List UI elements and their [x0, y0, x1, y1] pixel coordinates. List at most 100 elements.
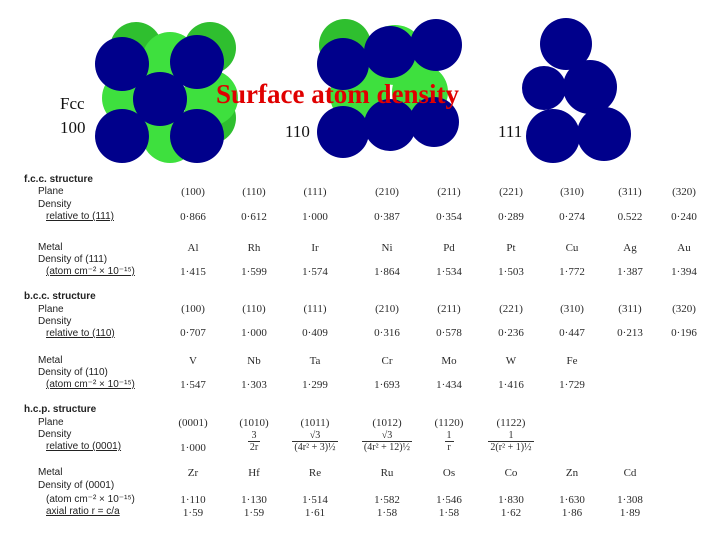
relative-density-cell: 0·316	[374, 327, 400, 339]
fraction-numerator: √3	[292, 430, 338, 442]
density-cell: 1·434	[436, 379, 462, 391]
density-cell: 1·130	[241, 494, 267, 506]
density-cell: 1·693	[374, 379, 400, 391]
bcc-relative-label: relative to (110)	[46, 328, 115, 339]
density-cell: 1·415	[180, 266, 206, 278]
plane-100-label: 100	[60, 118, 86, 137]
density-cell: 1·729	[559, 379, 585, 391]
plane-cell: (110)	[242, 186, 266, 198]
hcp-relative-label: relative to (0001)	[46, 441, 122, 452]
density-cell: 1·864	[374, 266, 400, 278]
plane-cell: (311)	[618, 303, 642, 315]
plane-cell: (110)	[242, 303, 266, 315]
fcc-section-heading: f.c.c. structure	[24, 174, 93, 185]
fcc-111-atom-model	[522, 18, 631, 163]
page-title: Surface atom density	[216, 79, 459, 109]
relative-density-cell: 0·354	[436, 211, 462, 223]
hcp-axial-label: axial ratio r = c/a	[46, 506, 120, 517]
fraction-numerator: 1	[444, 430, 454, 442]
plane-110-label: 110	[285, 122, 310, 141]
metal-cell: Ru	[380, 467, 394, 479]
density-cell: 1·546	[436, 494, 462, 506]
fcc-110-atom-model	[317, 19, 462, 158]
metal-cell: Re	[308, 467, 322, 479]
relative-density-cell: 1·000	[163, 442, 223, 454]
bcc-units-label: (atom cm⁻² × 10⁻¹⁵)	[46, 379, 135, 390]
relative-density-cell: 0·196	[671, 327, 697, 339]
plane-cell: (311)	[618, 186, 642, 198]
density-cell: 1·416	[498, 379, 524, 391]
relative-density-cell: 0·707	[180, 327, 206, 339]
metal-cell: Al	[187, 242, 199, 254]
metal-cell: Pt	[506, 242, 516, 254]
fraction-denominator: 2r	[249, 442, 259, 453]
fraction: 3 2r	[247, 430, 261, 453]
hcp-density-label: Density	[38, 429, 72, 440]
fcc-label: Fcc	[60, 94, 85, 113]
plane-cell: (1120)	[434, 417, 464, 429]
fcc-units-label: (atom cm⁻² × 10⁻¹⁵)	[46, 266, 135, 277]
density-cell: 1·772	[559, 266, 585, 278]
plane-cell: (320)	[672, 303, 696, 315]
metal-cell: Rh	[247, 242, 261, 254]
density-cell: 1·547	[180, 379, 206, 391]
plane-cell: (210)	[375, 186, 399, 198]
density-cell: 1·582	[374, 494, 400, 506]
density-cell: 1·534	[436, 266, 462, 278]
relative-density-cell: 0·213	[617, 327, 643, 339]
plane-cell: (0001)	[178, 417, 208, 429]
plane-cell: (1011)	[300, 417, 330, 429]
plane-cell: (211)	[437, 303, 461, 315]
relative-density-cell: 0·289	[498, 211, 524, 223]
fraction: √3 (4r² + 12)½	[361, 430, 413, 453]
hcp-units-label: (atom cm⁻² × 10⁻¹⁵)	[46, 494, 135, 505]
fraction-numerator: 3	[247, 430, 261, 442]
hcp-metal-label: Metal	[38, 467, 63, 478]
metal-cell: Au	[677, 242, 691, 254]
axial-ratio-cell: 1·58	[376, 507, 398, 519]
relative-density-cell: 0.522	[617, 211, 643, 223]
relative-density-cell: 0·612	[241, 211, 267, 223]
axial-ratio-cell: 1·89	[619, 507, 641, 519]
metal-cell: Ag	[623, 242, 637, 254]
axial-ratio-cell: 1·62	[500, 507, 522, 519]
relative-density-cell: 0·236	[498, 327, 524, 339]
plane-cell: (1010)	[239, 417, 269, 429]
relative-density-cell: 0·240	[671, 211, 697, 223]
axial-ratio-cell: 1·86	[561, 507, 583, 519]
metal-cell: Os	[442, 467, 456, 479]
metal-cell: Mo	[441, 355, 457, 367]
metal-cell: Co	[504, 467, 518, 479]
plane-cell: (111)	[303, 303, 327, 315]
metal-cell: Ta	[309, 355, 321, 367]
plane-cell: (320)	[672, 186, 696, 198]
plane-111-label: 111	[498, 122, 523, 141]
fcc-metal-density-label: Density of (111)	[38, 254, 108, 265]
bcc-metal-density-label: Density of (110)	[38, 367, 108, 378]
relative-density-cell: 0·578	[436, 327, 462, 339]
fcc-100-atom-model	[95, 22, 238, 163]
metal-cell: Pd	[443, 242, 455, 254]
density-cell: 1·503	[498, 266, 524, 278]
fraction-numerator: √3	[361, 430, 413, 442]
metal-cell: V	[189, 355, 197, 367]
bcc-section-heading: b.c.c. structure	[24, 291, 96, 302]
hcp-metal-density-label: Density of (0001)	[38, 480, 115, 491]
relative-density-cell: √3 (4r² + 12)½	[357, 430, 417, 453]
metal-cell: Zn	[565, 467, 579, 479]
plane-cell: (100)	[181, 186, 205, 198]
density-cell: 1·303	[241, 379, 267, 391]
fraction: 1 2(r² + 1)½	[488, 430, 534, 453]
relative-density-cell: 1·000	[241, 327, 267, 339]
hcp-plane-label: Plane	[38, 417, 64, 428]
axial-ratio-cell: 1·59	[182, 507, 204, 519]
metal-cell: Ni	[381, 242, 393, 254]
fcc-relative-label: relative to (111)	[46, 211, 114, 222]
fraction-denominator: r	[447, 442, 451, 453]
metal-cell: Cd	[623, 467, 637, 479]
relative-density-cell: 0·409	[302, 327, 328, 339]
density-cell: 1·387	[617, 266, 643, 278]
density-cell: 1·308	[617, 494, 643, 506]
